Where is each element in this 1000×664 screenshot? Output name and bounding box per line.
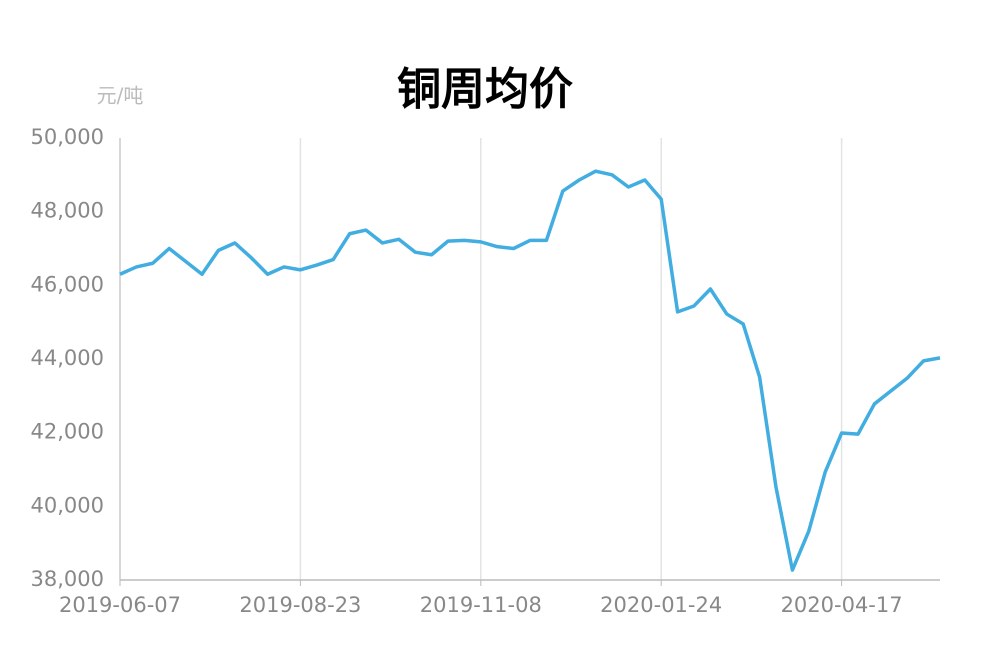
x-tick-label: 2019-08-23: [239, 593, 361, 617]
y-tick-label: 46,000: [31, 272, 104, 296]
y-tick-label: 40,000: [31, 493, 104, 517]
y-tick-label: 42,000: [31, 420, 104, 444]
data-line: [119, 169, 941, 572]
y-tick-label: 44,000: [31, 346, 104, 370]
x-tick-label: 2020-01-24: [600, 593, 722, 617]
y-tick-label: 38,000: [31, 567, 104, 591]
x-tick-label: 2020-04-17: [781, 593, 903, 617]
chart-title: 铜周均价: [397, 64, 573, 115]
y-tick-label: 50,000: [31, 125, 104, 149]
y-tick-label: 48,000: [31, 199, 104, 223]
y-unit: 元/吨: [97, 84, 144, 108]
x-tick-label: 2019-06-07: [59, 593, 181, 617]
x-tick-label: 2019-11-08: [420, 593, 542, 617]
